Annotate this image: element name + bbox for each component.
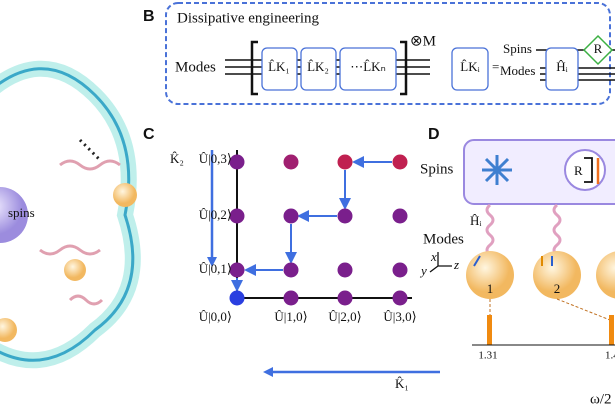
- operator: ⋯L̂Kₙ: [350, 59, 386, 74]
- hamiltonian: Ĥᵢ: [556, 59, 568, 74]
- modes-label: Modes: [175, 59, 216, 75]
- modes-label: Modes: [500, 63, 535, 78]
- freq-tick: 1.31: [478, 350, 497, 362]
- state-dot: [337, 290, 353, 306]
- spins-label: Spins: [420, 161, 454, 177]
- modes-label: Modes: [423, 231, 464, 247]
- tensor-power: ⊗M: [410, 33, 436, 49]
- spins-label: spins: [8, 205, 35, 220]
- state-dot: [283, 290, 299, 306]
- title: Dissipative engineering: [177, 10, 320, 26]
- state-dot: [229, 290, 245, 306]
- operator: L̂K₁: [268, 59, 290, 74]
- axis-label: K̂₁: [395, 376, 409, 391]
- mode-number: 2: [554, 281, 561, 296]
- axis-label: K̂₂: [170, 151, 184, 166]
- state-dot: [229, 262, 245, 278]
- state-dot: [337, 208, 353, 224]
- state-dot: [283, 154, 299, 170]
- state-label: Û|0,0⟩: [199, 309, 232, 324]
- axis-x: x: [430, 249, 437, 264]
- state-label: Û|0,2⟩: [199, 207, 232, 222]
- axis-z: z: [453, 257, 459, 272]
- state-dot: [337, 262, 353, 278]
- state-dot: [229, 154, 245, 170]
- reset: R: [574, 163, 583, 178]
- panel-d: D Spins R Ĥᵢ Modes x y z 1 2 1.31 1.4 ω/…: [419, 126, 615, 407]
- panel-letter: C: [143, 126, 155, 143]
- hamiltonian: Ĥᵢ: [470, 213, 482, 228]
- state-dot: [392, 154, 408, 170]
- state-dot: [283, 208, 299, 224]
- mode-number: 1: [487, 281, 494, 296]
- freq-tick: 1.4: [605, 350, 615, 362]
- state-label: Û|0,1⟩: [199, 261, 232, 276]
- dashed-box: [165, 2, 611, 105]
- state-label: Û|2,0⟩: [328, 309, 361, 324]
- state-dot: [229, 208, 245, 224]
- panel-letter: D: [428, 126, 440, 143]
- equals: =: [492, 59, 499, 74]
- left-panel: spins: [0, 60, 141, 369]
- operator: L̂Kᵢ: [460, 59, 480, 74]
- state-label: Û|3,0⟩: [383, 309, 416, 324]
- state-dot: [283, 262, 299, 278]
- panel-letter: B: [143, 8, 155, 25]
- state-dot: [392, 208, 408, 224]
- state-dot: [392, 262, 408, 278]
- reset: R: [594, 41, 603, 56]
- operator: L̂K₂: [307, 59, 329, 74]
- state-label: Û|0,3⟩: [199, 151, 232, 166]
- panel-c: C K̂₂ K̂₁ Û|0,3⟩ Û|0,2⟩ Û|0,1⟩ Û|0,0⟩ Û|…: [143, 126, 440, 391]
- state-dot: [392, 290, 408, 306]
- state-label: Û|1,0⟩: [274, 309, 307, 324]
- axis-y: y: [419, 263, 427, 278]
- spins-label: Spins: [503, 41, 532, 56]
- state-dot: [337, 154, 353, 170]
- panel-b: B Dissipative engineering Modes L̂K₁ L̂K…: [143, 2, 615, 105]
- freq-label: ω/2: [590, 391, 612, 407]
